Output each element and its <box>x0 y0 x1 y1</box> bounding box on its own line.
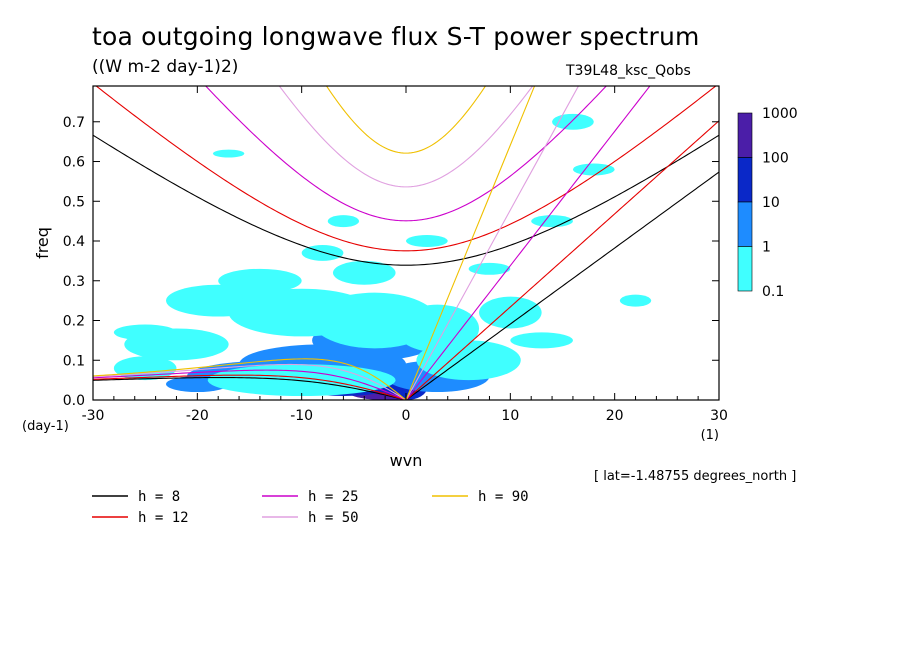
power-patch-19 <box>113 324 177 341</box>
power-patch-21 <box>406 235 448 247</box>
x-tick-label: 0 <box>402 408 411 424</box>
legend-label: h = 8 <box>138 489 180 505</box>
latitude-note: [ lat=-1.48755 degrees_north ] <box>594 469 797 484</box>
rossby-curve-4 <box>93 358 407 400</box>
x-tick-label: 10 <box>501 408 519 424</box>
y-tick-label: 0.0 <box>63 393 85 409</box>
power-patch-26 <box>619 294 652 307</box>
rossby-curve-0 <box>93 376 407 400</box>
ig-curve-0 <box>93 134 719 266</box>
chart-title: toa outgoing longwave flux S-T power spe… <box>92 22 700 51</box>
power-patch-27 <box>552 113 594 130</box>
power-contours <box>113 113 652 400</box>
x-tick-label: -20 <box>186 408 209 424</box>
y-tick-label: 0.6 <box>63 155 85 171</box>
y-tick-label: 0.1 <box>63 353 85 369</box>
colorbar-label: 100 <box>762 151 789 167</box>
x-unit-label: (1) <box>701 428 719 443</box>
power-patch-29 <box>510 332 573 349</box>
power-patch-22 <box>468 262 511 275</box>
y-unit-label: (day-1) <box>22 419 69 434</box>
chart-units: ((W m-2 day-1)2) <box>92 57 239 77</box>
x-tick-label: -30 <box>82 408 105 424</box>
y-tick-label: 0.2 <box>63 314 85 330</box>
colorbar-label: 1 <box>762 240 771 256</box>
run-label: T39L48_ksc_Qobs <box>566 63 691 79</box>
ig-curve-4 <box>325 86 487 154</box>
y-axis: 0.0 0.1 0.2 0.3 0.4 0.5 0.6 0.7 <box>63 115 719 409</box>
legend-label: h = 90 <box>478 489 529 505</box>
ig-curve-3 <box>278 86 534 188</box>
y-tick-label: 0.4 <box>63 234 85 250</box>
legend: h = 8 h = 12 h = 25 h = 50 h = 90 <box>92 489 529 526</box>
y-axis-label: freq <box>33 227 52 259</box>
y-tick-label: 0.7 <box>63 115 85 131</box>
colorbar-label: 1000 <box>762 106 798 122</box>
legend-label: h = 25 <box>308 489 359 505</box>
y-tick-label: 0.5 <box>63 194 85 210</box>
colorbar-label: 0.1 <box>762 284 784 300</box>
dispersion-curves <box>93 86 719 400</box>
colorbar-label: 10 <box>762 195 780 211</box>
x-axis-label: wvn <box>390 451 423 470</box>
colorbar-segment <box>737 112 753 158</box>
power-patch-14 <box>332 260 396 285</box>
ig-curve-1 <box>95 86 717 252</box>
kelvin-curve-4 <box>405 86 536 400</box>
x-tick-label: 20 <box>606 408 624 424</box>
kelvin-curve-0 <box>405 171 719 400</box>
x-tick-label: 30 <box>710 408 728 424</box>
x-axis: -30 -20 -10 0 10 20 30 <box>82 86 728 424</box>
colorbar-segment <box>737 157 753 203</box>
legend-label: h = 50 <box>308 510 359 526</box>
kelvin-curve-1 <box>405 120 719 400</box>
x-tick-label: -10 <box>290 408 313 424</box>
rossby-curve-1 <box>93 374 407 400</box>
legend-label: h = 12 <box>138 510 189 526</box>
power-patch-13 <box>218 268 302 293</box>
kelvin-curve-2 <box>405 86 651 400</box>
rossby-curve-3 <box>93 363 407 400</box>
colorbar: 1000 100 10 1 0.1 <box>737 106 798 300</box>
power-patch-24 <box>531 215 573 228</box>
colorbar-segment <box>737 201 753 247</box>
power-patch-23 <box>327 215 360 228</box>
power-patch-15 <box>416 340 521 381</box>
kelvin-curve-3 <box>405 86 580 400</box>
y-tick-label: 0.3 <box>63 274 85 290</box>
rossby-curve-2 <box>93 369 407 400</box>
colorbar-segment <box>737 246 753 292</box>
power-patch-28 <box>212 149 245 158</box>
ig-curve-2 <box>204 86 608 222</box>
power-patch-11 <box>395 304 480 353</box>
